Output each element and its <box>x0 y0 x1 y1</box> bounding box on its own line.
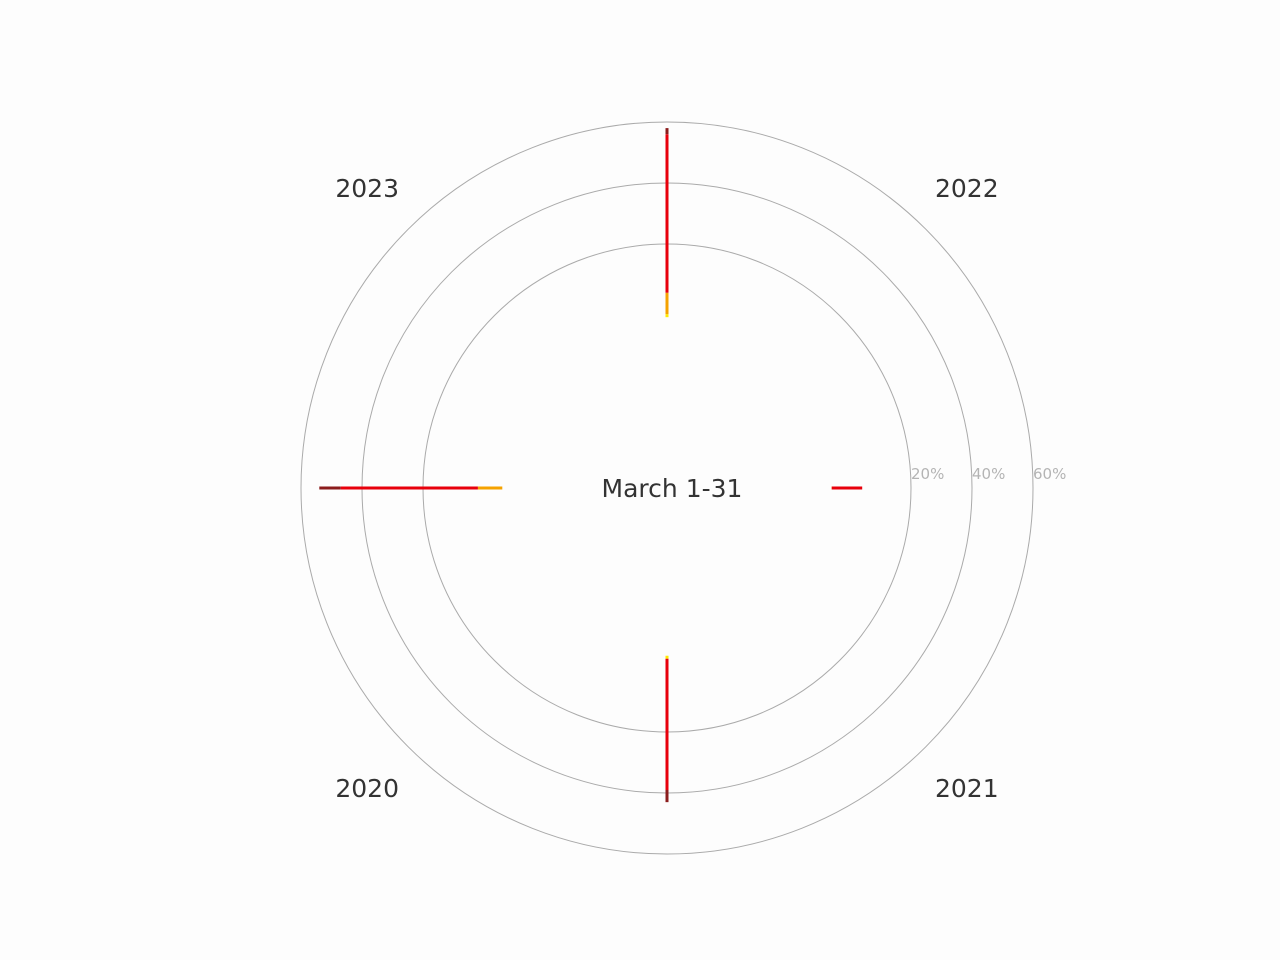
category-label-2023: 2023 <box>335 174 399 203</box>
bars-layer <box>319 128 863 803</box>
grid-ring-60 <box>300 121 1034 855</box>
labels-layer: March 1-31 20% 40% 60% 2022 2021 2020 2023 <box>335 174 1066 803</box>
center-label: March 1-31 <box>602 474 743 503</box>
category-label-2021: 2021 <box>935 774 999 803</box>
category-label-2022: 2022 <box>935 174 999 203</box>
ring-tick-label: 60% <box>1033 465 1066 483</box>
category-label-2020: 2020 <box>335 774 399 803</box>
ring-tick-label: 40% <box>972 465 1005 483</box>
ring-tick-label: 20% <box>911 465 944 483</box>
